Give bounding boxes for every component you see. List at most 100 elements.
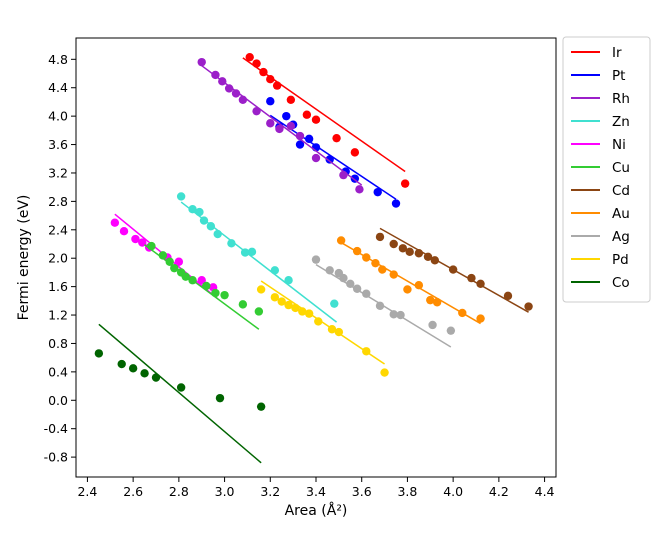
data-point-cu: [211, 288, 220, 298]
legend-item-au: Au: [571, 206, 630, 222]
data-point-rh: [286, 121, 296, 131]
legend-item-cu: Cu: [571, 160, 630, 176]
data-point-ag: [362, 289, 371, 298]
x-tick-label: 2.4: [77, 484, 97, 499]
data-point-pt: [266, 97, 275, 106]
data-point-au: [403, 285, 412, 294]
y-tick-label: 3.6: [48, 137, 68, 152]
x-tick-label: 4.4: [535, 484, 555, 499]
data-point-ag: [352, 284, 362, 293]
data-point-rh: [311, 153, 321, 163]
data-point-ag: [446, 326, 456, 335]
series-ir: [242, 52, 410, 188]
data-point-au: [362, 253, 371, 262]
legend-label: Ni: [612, 137, 626, 153]
y-tick-label: 2.4: [48, 222, 68, 237]
data-point-rh: [275, 124, 284, 134]
data-point-cd: [423, 252, 433, 261]
data-point-cd: [375, 232, 385, 242]
data-point-cd: [448, 265, 458, 274]
y-axis-label: Fermi energy (eV): [16, 195, 32, 321]
data-point-ir: [302, 110, 312, 119]
data-point-ni: [119, 227, 129, 236]
data-point-zn: [199, 216, 209, 225]
data-point-cu: [220, 290, 229, 300]
legend-item-ni: Ni: [571, 137, 626, 153]
data-point-pd: [256, 285, 266, 294]
data-point-ir: [272, 81, 282, 90]
y-tick-label: 0.0: [48, 393, 68, 408]
data-point-rh: [295, 131, 305, 141]
legend-item-ir: Ir: [571, 45, 622, 61]
data-point-au: [352, 246, 362, 256]
data-point-rh: [355, 185, 364, 194]
series-group: [94, 52, 533, 464]
data-point-co: [151, 373, 161, 382]
legend-label: Cd: [612, 183, 630, 199]
data-point-au: [378, 265, 387, 274]
legend-label: Pd: [612, 252, 629, 268]
data-point-ir: [286, 95, 296, 105]
data-point-ni: [138, 238, 147, 247]
data-point-pd: [314, 317, 323, 326]
data-point-ir: [245, 52, 254, 62]
legend-item-ag: Ag: [571, 229, 630, 245]
data-point-ir: [266, 75, 275, 84]
y-tick-label: 4.8: [48, 52, 68, 67]
legend-item-pt: Pt: [571, 68, 625, 84]
data-point-ni: [110, 218, 120, 227]
legend-label: Ag: [612, 229, 630, 245]
data-point-rh: [252, 106, 261, 116]
data-point-ag: [311, 255, 321, 264]
x-tick-label: 4.2: [489, 484, 509, 499]
data-point-cd: [476, 279, 485, 288]
legend-item-pd: Pd: [571, 252, 629, 268]
series-ag: [311, 255, 456, 348]
data-point-rh: [339, 170, 348, 180]
y-tick-label: 4.4: [48, 80, 68, 95]
data-point-pd: [298, 307, 307, 316]
data-point-zn: [240, 248, 250, 257]
data-point-rh: [238, 95, 248, 105]
data-point-rh: [224, 84, 234, 93]
x-tick-label: 3.4: [306, 484, 326, 499]
data-point-cd: [503, 291, 513, 301]
data-point-ag: [375, 301, 385, 311]
data-point-cd: [389, 239, 398, 249]
data-point-au: [476, 314, 485, 323]
series-cd: [375, 227, 533, 313]
x-tick-label: 2.6: [123, 484, 143, 499]
series-au: [336, 236, 485, 325]
legend-item-zn: Zn: [571, 114, 630, 130]
data-point-au: [458, 308, 467, 318]
data-point-ag: [428, 320, 437, 330]
data-point-zn: [213, 229, 222, 239]
data-point-au: [336, 236, 346, 245]
data-point-ir: [332, 133, 341, 143]
data-point-cu: [165, 257, 174, 266]
y-tick-label: 2.0: [48, 251, 68, 266]
y-tick-label: 1.6: [48, 279, 68, 294]
data-point-ni: [131, 234, 140, 244]
data-point-pd: [284, 300, 293, 310]
data-point-cd: [405, 247, 414, 257]
data-point-ir: [350, 148, 360, 157]
plot-area: [94, 52, 533, 464]
y-tick-label: 4.0: [48, 109, 68, 124]
data-point-cu: [238, 300, 248, 309]
series-cu: [144, 241, 264, 330]
data-point-au: [371, 258, 380, 268]
x-axis-label: Area (Å²): [285, 502, 348, 519]
data-point-ir: [400, 179, 410, 188]
legend-item-cd: Cd: [571, 183, 630, 199]
data-point-cu: [188, 276, 197, 285]
data-point-au: [389, 270, 398, 279]
data-point-rh: [231, 89, 241, 98]
legend-item-rh: Rh: [571, 91, 630, 107]
legend-label: Ir: [612, 45, 622, 61]
x-tick-label: 4.0: [443, 484, 463, 499]
data-point-cu: [158, 251, 168, 260]
data-point-zn: [176, 192, 186, 201]
y-tick-label: 2.8: [48, 194, 68, 209]
